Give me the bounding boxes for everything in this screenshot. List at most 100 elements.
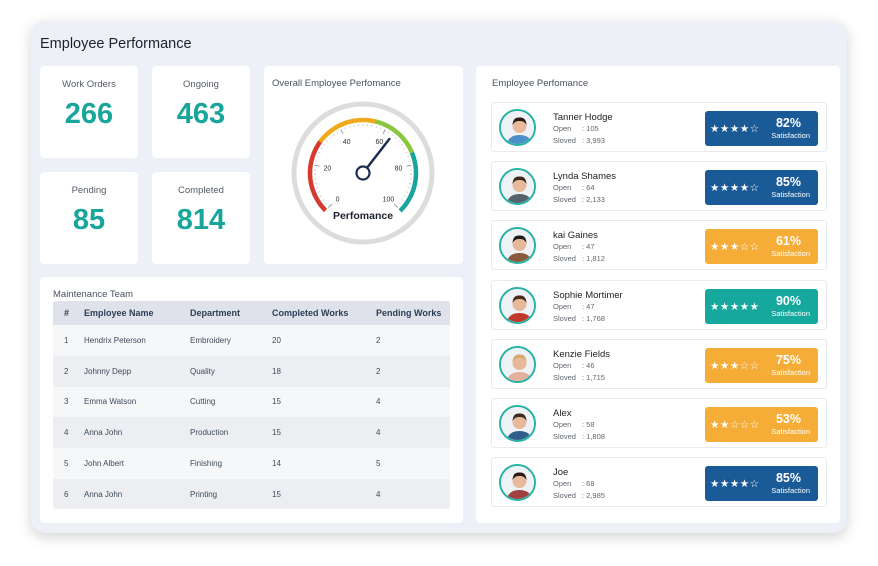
employee-list-item[interactable]: Joe Open: 68 Sloved: 2,985 ★★★★☆ 85% Sat… <box>491 457 827 508</box>
gauge-tick <box>407 156 410 158</box>
maintenance-table: # Employee Name Department Completed Wor… <box>53 301 450 509</box>
avatar <box>499 464 536 502</box>
column-header-number[interactable]: # <box>64 308 70 318</box>
gauge-tick <box>318 151 321 154</box>
column-header-employee-name[interactable]: Employee Name <box>84 308 154 318</box>
employee-list-item[interactable]: Sophie Mortimer Open: 47 Sloved: 1,768 ★… <box>491 279 827 330</box>
row-number: 3 <box>64 397 69 407</box>
solved-value: : 1,812 <box>582 254 605 264</box>
gauge-tick <box>406 164 412 167</box>
satisfaction-badge: ★★★★☆ 85% Satisfaction <box>705 170 818 206</box>
gauge-tick <box>405 151 408 154</box>
gauge-tick <box>382 129 386 135</box>
gauge-band-segment <box>369 118 377 124</box>
employee-list-item[interactable]: Lynda Shames Open: 64 Sloved: 2,133 ★★★★… <box>491 161 827 212</box>
satisfaction-badge: ★★★☆☆ 75% Satisfaction <box>705 347 818 383</box>
gauge-tick <box>332 134 335 137</box>
column-header-department[interactable]: Department <box>190 308 241 318</box>
satisfaction-badge: ★★★★★ 90% Satisfaction <box>705 288 818 324</box>
satisfaction-badge: ★★★★☆ 82% Satisfaction <box>705 111 818 146</box>
open-value: : 47 <box>582 301 595 311</box>
satisfaction-percent: 75% <box>775 352 801 367</box>
gauge-tick <box>323 143 326 146</box>
gauge-band-segment <box>409 151 417 159</box>
employee-list-item[interactable]: Kenzie Fields Open: 46 Sloved: 1,715 ★★★… <box>491 338 827 389</box>
solved-count: Sloved: 1,715 <box>553 373 605 382</box>
table-row[interactable]: 6 Anna John Printing 15 4 <box>53 478 450 509</box>
gauge-band-segment <box>382 121 389 129</box>
satisfaction-percent: 53% <box>775 412 801 426</box>
gauge-band-segment <box>329 125 337 133</box>
employee-list-item[interactable]: Alex Open: 58 Sloved: 1,808 ★★☆☆☆ 53% Sa… <box>491 398 827 448</box>
employee-name: Joe <box>553 467 569 479</box>
gauge-band-segment <box>307 176 314 184</box>
column-header-pending-works[interactable]: Pending Works <box>376 308 442 318</box>
gauge-band-segment <box>343 119 351 126</box>
table-row[interactable]: 4 Anna John Production 15 4 <box>53 417 450 449</box>
gauge-scale-band <box>307 117 419 213</box>
gauge-tick <box>320 147 323 150</box>
star-rating-icon: ★★★★★ <box>710 300 760 313</box>
table-row[interactable]: 2 Johnny Depp Quality 18 2 <box>53 355 450 387</box>
gauge-tick <box>380 127 382 130</box>
open-label: Open <box>553 479 572 489</box>
performance-gauge: 0 20 40 60 80 100 Perfomance <box>291 101 435 245</box>
gauge-tick <box>316 156 319 158</box>
stat-value: 463 <box>176 98 226 130</box>
gauge-tick <box>404 195 407 197</box>
employee-list-item[interactable]: kai Gaines Open: 47 Sloved: 1,812 ★★★☆☆ … <box>491 220 827 271</box>
stat-value: 814 <box>176 204 226 236</box>
stat-value: 85 <box>72 204 106 236</box>
open-label: Open <box>553 242 572 252</box>
gauge-band-segment <box>325 128 333 136</box>
completed-works-cell: 20 <box>272 336 281 345</box>
table-row[interactable]: 3 Emma Watson Cutting 15 4 <box>53 386 450 417</box>
gauge-band-segment <box>411 182 418 190</box>
pending-works-cell: 4 <box>376 428 381 438</box>
employee-name-cell: Anna John <box>84 428 123 438</box>
row-number: 5 <box>64 458 69 468</box>
open-label: Open <box>553 360 572 370</box>
gauge-band-segment <box>407 192 415 200</box>
stat-card-ongoing[interactable]: Ongoing 463 <box>152 66 250 158</box>
gauge-band-segment <box>401 201 409 209</box>
stat-card-pending[interactable]: Pending 85 <box>40 172 138 264</box>
star-rating-icon: ★★★☆☆ <box>710 359 760 372</box>
satisfaction-badge: ★★☆☆☆ 53% Satisfaction <box>705 407 818 442</box>
gauge-band-segment <box>401 137 409 144</box>
avatar <box>499 286 536 324</box>
pending-works-cell: 4 <box>376 489 381 499</box>
column-header-completed-works[interactable]: Completed Works <box>272 308 349 318</box>
solved-label: Sloved <box>553 432 576 441</box>
stat-value: 266 <box>64 98 114 130</box>
gauge-tick <box>391 134 394 137</box>
stat-label: Pending <box>71 185 107 196</box>
satisfaction-percent: 61% <box>775 234 801 249</box>
gauge-tick <box>314 164 320 167</box>
employee-list-item[interactable]: Tanner Hodge Open: 105 Sloved: 3,993 ★★★… <box>491 102 827 152</box>
satisfaction-percent: 90% <box>775 293 801 308</box>
avatar <box>499 168 536 206</box>
gauge-band-segment <box>349 118 356 124</box>
table-row[interactable]: 1 Hendrix Peterson Embroidery 20 2 <box>53 325 450 356</box>
gauge-tick <box>406 191 409 193</box>
gauge-tick <box>400 143 403 146</box>
gauge-tick-label: 20 <box>324 165 332 172</box>
employee-name: Kenzie Fields <box>553 348 611 360</box>
open-value: : 64 <box>582 183 595 193</box>
gauge-band-segment <box>398 133 406 141</box>
gauge-tick <box>398 140 400 143</box>
gauge-hub <box>355 165 371 181</box>
avatar <box>499 405 536 442</box>
gauge-band-segment <box>364 117 372 123</box>
stat-label: Work Orders <box>62 79 116 90</box>
table-row[interactable]: 5 John Albert Finishing 14 5 <box>53 448 450 479</box>
gauge-band-segment <box>398 205 406 213</box>
stat-card-work-orders[interactable]: Work Orders 266 <box>40 66 138 158</box>
employee-name-cell: Johnny Depp <box>84 366 132 376</box>
pending-works-cell: 4 <box>376 397 381 407</box>
open-count: Open: 47 <box>553 302 595 311</box>
gauge-tick <box>340 129 344 135</box>
stat-card-completed[interactable]: Completed 814 <box>152 172 250 264</box>
row-number: 1 <box>64 336 69 345</box>
